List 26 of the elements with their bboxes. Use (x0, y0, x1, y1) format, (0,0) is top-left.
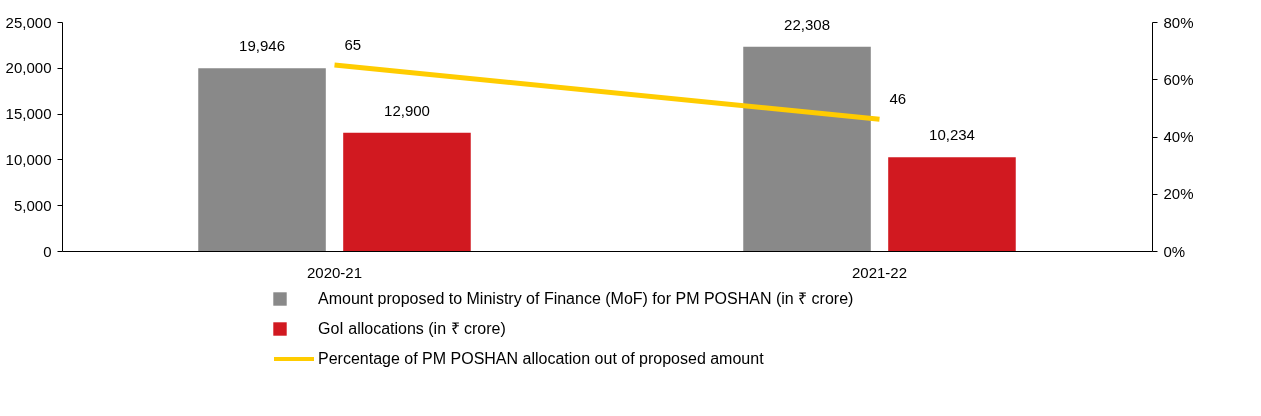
legend-label: Percentage of PM POSHAN allocation out of proposed amount (318, 350, 765, 367)
y-tick-label: 25,000 (5, 13, 52, 31)
y2-tick-label: 20% (1163, 185, 1194, 203)
bar (743, 46, 871, 251)
data-label: 65 (344, 35, 362, 53)
y-tick-label: 0 (43, 242, 52, 260)
data-label: 10,234 (929, 126, 975, 144)
y2-tick-label: 60% (1163, 70, 1194, 88)
data-label: 19,946 (239, 37, 285, 55)
y-tick-label: 20,000 (5, 59, 52, 77)
y-tick-label: 5,000 (13, 196, 52, 214)
y2-tick-label: 0% (1163, 242, 1186, 260)
bar (343, 132, 471, 251)
data-label: 12,900 (384, 101, 430, 119)
y-tick-label: 15,000 (5, 105, 52, 123)
bar (198, 68, 326, 251)
data-label: 22,308 (784, 15, 830, 33)
bar (888, 157, 1016, 251)
x-tick-label: 2020-21 (306, 263, 363, 281)
x-tick-label: 2021-22 (851, 263, 908, 281)
y2-tick-label: 80% (1163, 13, 1194, 31)
data-label: 46 (889, 90, 907, 108)
legend-label: GoI allocations (in ₹ crore) (318, 320, 506, 337)
legend-label: Amount proposed to Ministry of Finance (MoF) for PM POSHAN (in ₹ crore) (318, 290, 854, 307)
y-tick-label: 10,000 (5, 150, 52, 168)
y2-tick-label: 40% (1163, 128, 1194, 145)
